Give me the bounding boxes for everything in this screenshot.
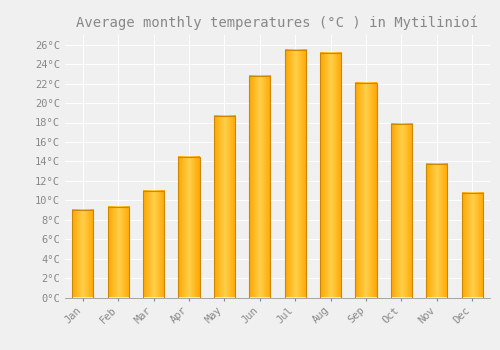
Bar [178, 156, 200, 298]
Bar [143, 190, 164, 298]
Title: Average monthly temperatures (°C ) in Mytilinioí: Average monthly temperatures (°C ) in My… [76, 15, 478, 30]
Bar [214, 116, 235, 298]
Bar [391, 125, 412, 298]
Bar [320, 52, 341, 298]
Bar [72, 210, 94, 298]
Bar [426, 164, 448, 298]
Bar [108, 207, 129, 298]
Bar [249, 76, 270, 298]
Bar [356, 83, 376, 298]
Bar [284, 50, 306, 298]
Bar [462, 193, 483, 298]
